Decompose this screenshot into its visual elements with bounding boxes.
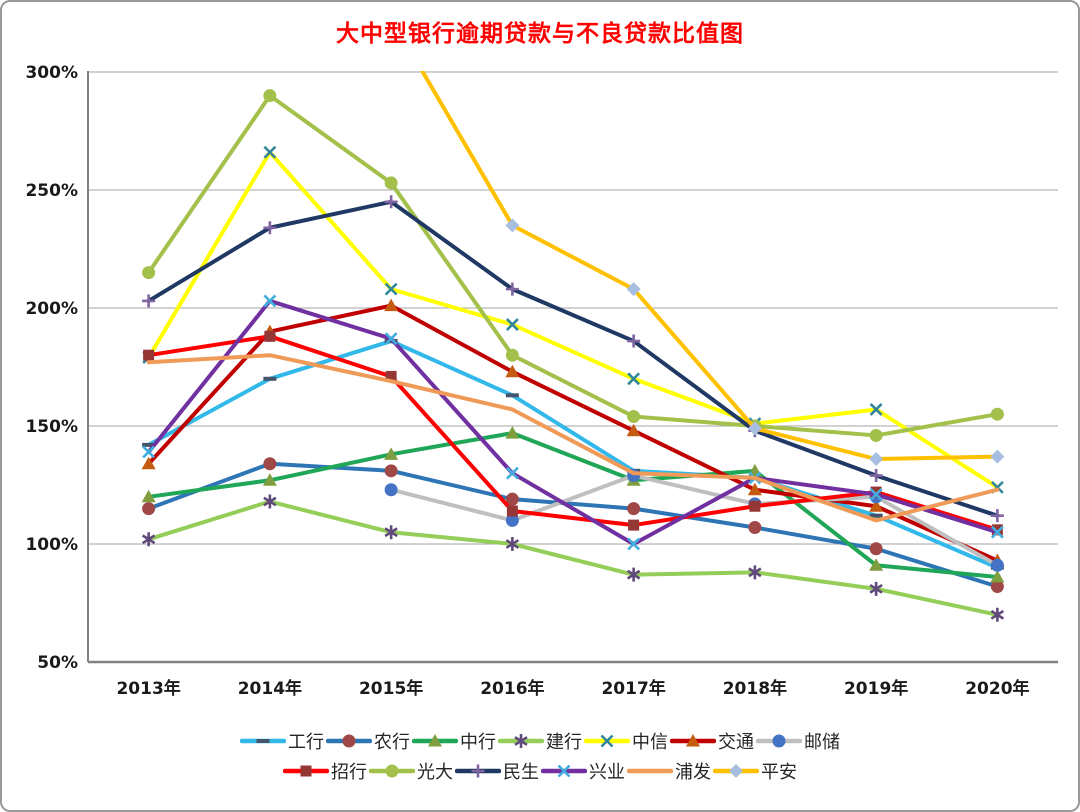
legend-item-招行: 招行 [283, 758, 367, 784]
legend-label: 浦发 [675, 762, 711, 783]
series-招行 [143, 330, 1003, 536]
legend-item-民生: 民生 [455, 758, 539, 784]
series-line-建行 [146, 499, 1000, 617]
legend-key-icon [326, 734, 372, 748]
legend-label: 邮储 [804, 732, 840, 753]
series-民生 [142, 195, 1004, 523]
series-中行 [141, 426, 1005, 583]
series-光大 [142, 89, 1004, 442]
legend-label: 农行 [374, 732, 410, 753]
axes [87, 71, 1058, 664]
series-markers-平安 [505, 218, 1005, 467]
x-tick-2015年: 2015年 [359, 678, 423, 699]
legend-item-中信: 中信 [584, 728, 668, 754]
x-tick-2013年: 2013年 [116, 678, 180, 699]
series-markers-光大 [142, 89, 1004, 442]
legend-key-icon [584, 734, 630, 748]
x-tick-2016年: 2016年 [480, 678, 544, 699]
legend-item-交通: 交通 [670, 728, 754, 754]
legend-item-中行: 中行 [412, 728, 496, 754]
legend-key-icon [412, 734, 458, 747]
legend-item-平安: 平安 [713, 758, 797, 784]
series-line-中行 [146, 431, 1000, 580]
legend-key-icon [455, 764, 501, 778]
x-axis-labels: 2013年 2014年 2015年 2016年 2017年 2018年 2019年 2020年 [116, 678, 1029, 699]
series-line-兴业 [146, 298, 1000, 546]
legend-item-邮储: 邮储 [756, 728, 840, 754]
legend-key-icon [670, 734, 716, 747]
series-建行 [141, 494, 1005, 622]
legend-key-icon [713, 764, 759, 778]
legend-key-icon [541, 764, 587, 778]
series-平安 [419, 71, 1005, 467]
x-tick-2019年: 2019年 [844, 678, 908, 699]
legend-label: 建行 [546, 732, 582, 753]
legend-label: 工行 [288, 732, 324, 753]
legend-item-工行: 工行 [240, 728, 324, 754]
legend-key-icon [498, 734, 544, 748]
series-农行 [142, 457, 1004, 593]
y-tick-150%: 150% [25, 417, 78, 437]
series-line-民生 [146, 199, 1000, 518]
series-markers-民生 [142, 195, 1004, 523]
series-line-招行 [146, 334, 1000, 532]
line-chart: 50%100%150%200%250%300%2013年 2014年 2015年 20… [25, 63, 1058, 699]
series-line-农行 [146, 461, 1000, 589]
series-浦发 [146, 353, 1000, 523]
legend-label: 中行 [460, 732, 496, 753]
chart-title: 大中型银行逾期贷款与不良贷款比值图 [336, 20, 744, 47]
series-line-交通 [146, 303, 1000, 563]
legend-key-icon [283, 765, 329, 777]
legend-item-光大: 光大 [369, 758, 453, 784]
y-tick-100%: 100% [25, 535, 78, 555]
y-tick-50%: 50% [37, 653, 78, 673]
series-group [141, 71, 1005, 622]
legend-label: 中信 [632, 732, 668, 753]
legend-key-icon [240, 738, 286, 744]
legend-label: 交通 [718, 732, 754, 753]
series-line-中信 [146, 150, 1000, 490]
series-markers-建行 [141, 494, 1005, 622]
legend-key-icon [756, 734, 802, 748]
legend-label: 平安 [761, 762, 797, 783]
series-markers-招行 [143, 330, 1003, 536]
legend-item-兴业: 兴业 [541, 758, 625, 784]
legend-item-农行: 农行 [326, 728, 410, 754]
legend-key-icon [627, 768, 673, 774]
legend-key-icon [369, 764, 415, 778]
legend-label: 民生 [503, 762, 539, 783]
y-tick-200%: 200% [25, 299, 78, 319]
legend-label: 招行 [331, 762, 367, 783]
series-line-光大 [146, 93, 1000, 438]
x-tick-2014年: 2014年 [238, 678, 302, 699]
legend-label: 兴业 [589, 762, 625, 783]
legend-row-2: 招行 光大 民生 兴业 浦发 平安 [282, 758, 798, 784]
series-兴业 [142, 294, 1004, 551]
y-tick-300%: 300% [25, 63, 78, 83]
legend-label: 光大 [417, 762, 453, 783]
x-tick-2018年: 2018年 [723, 678, 787, 699]
chart-legend: 工行 农行 中行 建行 中信 交通 邮储招行 光大 民生 兴业 浦发 平安 [2, 728, 1078, 784]
series-line-邮储 [389, 473, 1000, 568]
y-axis-labels: 50% 100% 150% 200% 250% 300% [25, 63, 78, 673]
legend-item-浦发: 浦发 [627, 758, 711, 784]
x-tick-2020年: 2020年 [965, 678, 1029, 699]
series-line-工行 [146, 339, 1000, 570]
series-line-浦发 [146, 353, 1000, 523]
legend-row-1: 工行 农行 中行 建行 中信 交通 邮储 [239, 728, 841, 754]
gridlines [88, 71, 1058, 545]
legend-item-建行: 建行 [498, 728, 582, 754]
series-markers-农行 [142, 457, 1004, 593]
series-line-平安 [419, 71, 1000, 462]
x-tick-2017年: 2017年 [601, 678, 665, 699]
y-tick-250%: 250% [25, 181, 78, 201]
